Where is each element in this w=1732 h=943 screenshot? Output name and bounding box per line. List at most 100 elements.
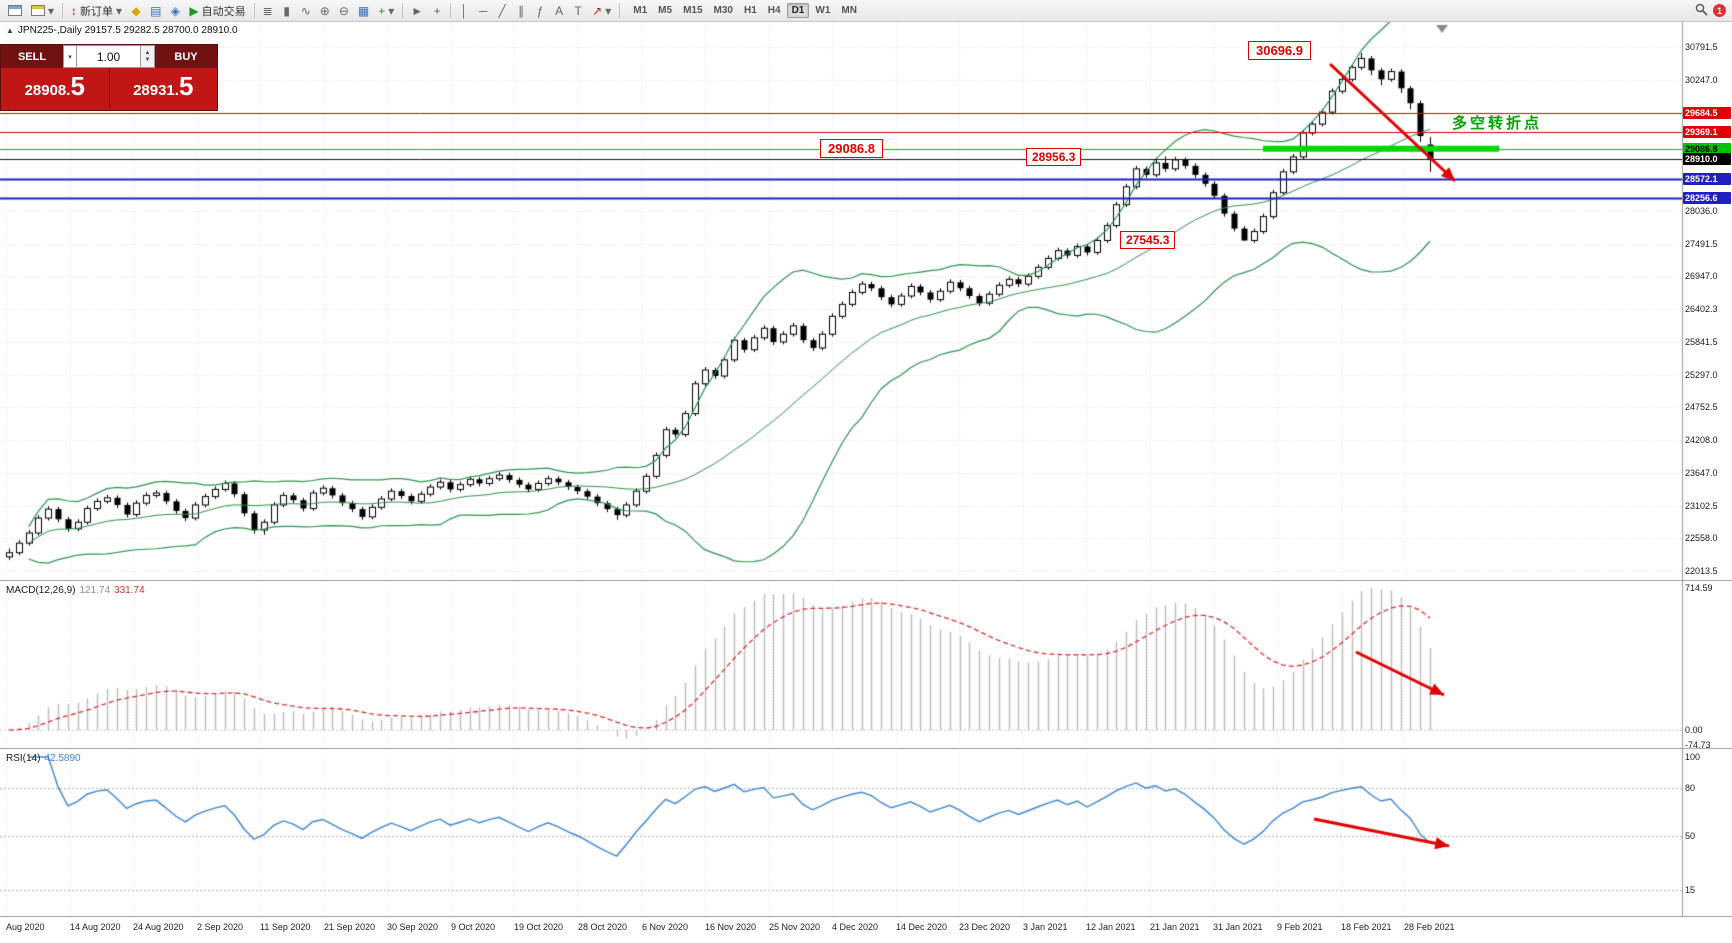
bar-chart-button[interactable]: ≣ <box>259 2 277 20</box>
autotrading-button[interactable]: ▶ 自动交易 <box>185 2 249 20</box>
price-axis-label: 22013.5 <box>1685 566 1718 576</box>
new-order-button[interactable]: ↕ 新订单 ▾ <box>67 2 126 20</box>
price-axis[interactable]: 30791.5 30247.0 28036.0 27491.5 26947.0 26402… <box>1682 22 1732 916</box>
channel-button[interactable]: ∥ <box>512 2 530 20</box>
zoom-out-button[interactable]: ⊖ <box>335 2 353 20</box>
macd-name: MACD(12,26,9) <box>6 585 76 596</box>
resistance-line-1-price-label: 29684.5 <box>1683 107 1731 119</box>
indicators-button[interactable]: + ▾ <box>374 2 398 20</box>
stepper-down-icon[interactable]: ▼ <box>144 56 151 63</box>
volume-dropdown[interactable]: ▾ <box>63 45 77 68</box>
vertical-line-icon: │ <box>460 3 468 18</box>
sell-price-frac: 5 <box>70 71 85 101</box>
sell-price-main: 28908. <box>24 82 71 99</box>
timeframe-button-D1[interactable]: D1 <box>786 3 810 18</box>
time-axis-label: 12 Jan 2021 <box>1086 922 1136 932</box>
trendline-button[interactable]: ╱ <box>493 2 511 20</box>
metaeditor-button[interactable]: ◆ <box>127 2 145 20</box>
candlestick-chart-button[interactable]: ▮ <box>278 2 296 20</box>
annotation-peak-price[interactable]: 30696.9 <box>1248 41 1311 60</box>
search-icon[interactable] <box>1695 3 1708 19</box>
text-label-button[interactable]: T <box>569 2 587 20</box>
macd-signal-value: 331.74 <box>114 585 145 596</box>
rsi-axis-label: 80 <box>1685 783 1696 793</box>
time-axis-label: 28 Oct 2020 <box>578 922 628 932</box>
time-axis-label: 24 Aug 2020 <box>133 922 184 932</box>
annotation-swing-high-price[interactable]: 28956.3 <box>1026 148 1082 166</box>
time-axis[interactable]: Aug 2020 14 Aug 2020 24 Aug 2020 2 Sep 2020… <box>0 917 1732 943</box>
turning-point-callout[interactable]: 多空转折点 <box>1452 115 1543 132</box>
annotation-support-price[interactable]: 29086.8 <box>820 139 883 158</box>
chart-profiles-button[interactable]: ▾ <box>27 2 58 20</box>
price-axis-label: 23102.5 <box>1685 501 1718 511</box>
timeframe-button-M5[interactable]: M5 <box>658 5 673 16</box>
time-axis-label: Aug 2020 <box>6 922 45 932</box>
market-watch-icon: ▤ <box>150 3 162 18</box>
new-chart-button[interactable] <box>4 2 26 20</box>
time-axis-label: 30 Sep 2020 <box>387 922 439 932</box>
line-chart-button[interactable]: ∿ <box>297 2 315 20</box>
buy-price-main: 28931. <box>133 82 179 99</box>
support-line-green-price-label: 29086.8 <box>1683 143 1731 155</box>
price-axis-label: 27491.5 <box>1685 239 1718 249</box>
annotation-swing-low-price[interactable]: 27545.3 <box>1120 231 1176 249</box>
zoom-out-icon: ⊖ <box>338 3 349 18</box>
time-axis-label: 6 Nov 2020 <box>642 922 689 932</box>
time-axis-label: 25 Nov 2020 <box>769 922 821 932</box>
zoom-in-button[interactable]: ⊕ <box>316 2 334 20</box>
timeframe-toolbar: M1 M5 M15 M30 H1 H4 D1 W1 MN <box>628 3 862 18</box>
timeframe-button-H4[interactable]: H4 <box>767 5 781 16</box>
timeframe-button-M30[interactable]: M30 <box>713 5 733 16</box>
navigator-icon: ◈ <box>170 3 181 18</box>
arrow-tool-icon: ↗ <box>592 3 603 18</box>
timeframe-button-M1[interactable]: M1 <box>633 5 648 16</box>
time-axis-label: 16 Nov 2020 <box>705 922 757 932</box>
fibonacci-retracement-icon: ƒ <box>536 3 544 18</box>
crosshair-icon: + <box>433 3 441 18</box>
toolbar-divider <box>402 3 404 18</box>
volume-stepper[interactable]: ▲ ▼ <box>141 45 155 68</box>
timeframe-button-W1[interactable]: W1 <box>815 5 831 16</box>
market-watch-button[interactable]: ▤ <box>146 2 165 20</box>
notifications-badge[interactable]: 1 <box>1713 4 1726 17</box>
metaeditor-icon: ◆ <box>131 3 141 18</box>
timeframe-button-M15[interactable]: M15 <box>683 5 703 16</box>
arrow-tool-button[interactable]: ↗ ▾ <box>588 2 615 20</box>
line-chart-icon: ∿ <box>300 3 311 18</box>
rsi-axis-label: 15 <box>1685 885 1696 895</box>
text-button[interactable]: A <box>550 2 568 20</box>
stepper-up-icon[interactable]: ▲ <box>144 49 151 56</box>
vertical-line-button[interactable]: │ <box>455 2 473 20</box>
candlestick-chart-icon: ▮ <box>283 3 290 18</box>
new-order-label: 新订单 <box>80 5 114 18</box>
tile-windows-button[interactable]: ▦ <box>354 2 373 20</box>
time-axis-label: 2 Sep 2020 <box>197 922 244 932</box>
time-axis-label: 21 Jan 2021 <box>1150 922 1200 932</box>
crosshair-button[interactable]: + <box>428 2 446 20</box>
chevron-down-icon: ▾ <box>388 3 395 18</box>
sell-button[interactable]: SELL <box>1 45 63 68</box>
timeframe-button-MN[interactable]: MN <box>841 5 857 16</box>
cursor-button[interactable]: ► <box>407 2 427 20</box>
toolbar-divider <box>62 3 64 18</box>
fibonacci-button[interactable]: ƒ <box>531 2 549 20</box>
time-axis-label: 31 Jan 2021 <box>1213 922 1263 932</box>
panel-collapse-icon[interactable]: ▲ <box>6 25 14 35</box>
timeframe-button-H1[interactable]: H1 <box>743 5 757 16</box>
time-axis-label: 21 Sep 2020 <box>324 922 376 932</box>
text-label-icon: T <box>574 3 582 18</box>
volume-input[interactable]: 1.00 <box>77 45 141 68</box>
bar-chart-icon: ≣ <box>262 3 273 18</box>
price-axis-label: 25841.5 <box>1685 337 1718 347</box>
buy-price[interactable]: 28931. 5 <box>110 68 218 110</box>
horizontal-line-button[interactable]: ─ <box>474 2 492 20</box>
macd-axis-label: 0.00 <box>1685 725 1703 735</box>
rsi-axis-label: 50 <box>1685 831 1696 841</box>
text-icon: A <box>555 3 564 18</box>
chevron-down-icon: ▾ <box>116 3 123 18</box>
sell-price[interactable]: 28908. 5 <box>1 68 110 110</box>
navigator-button[interactable]: ◈ <box>166 2 184 20</box>
new-chart-icon <box>8 5 22 16</box>
buy-button[interactable]: BUY <box>155 45 217 68</box>
